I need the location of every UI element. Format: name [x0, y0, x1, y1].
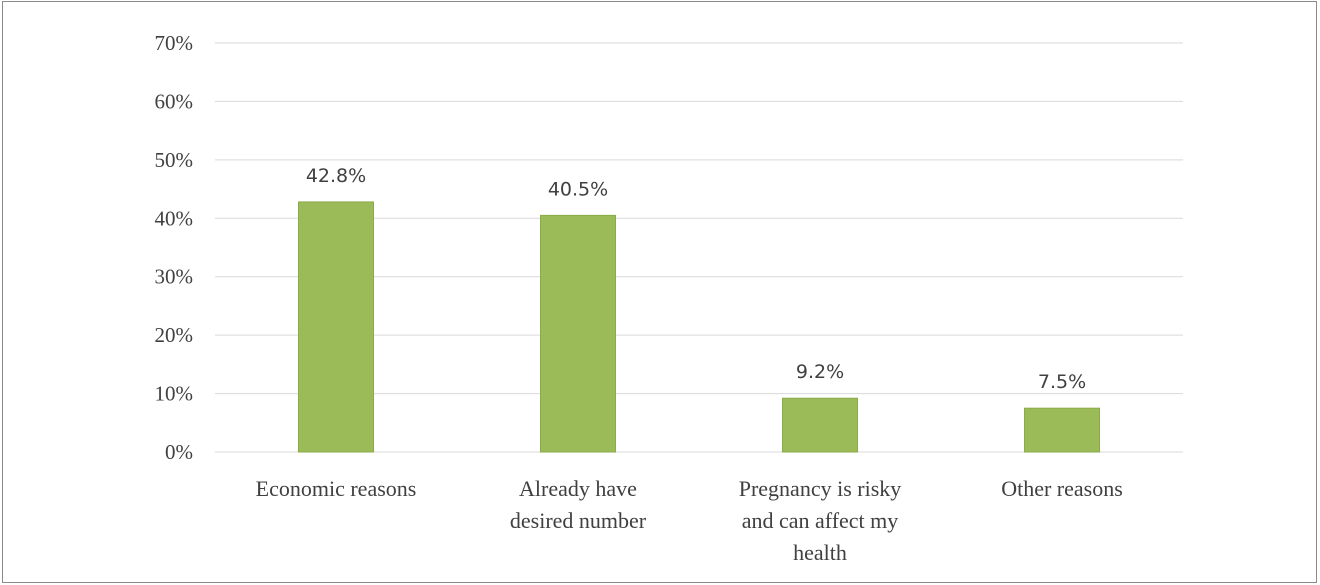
y-tick-label: 60% [155, 89, 194, 113]
bar [298, 201, 374, 453]
y-tick-label: 30% [155, 265, 194, 289]
x-category-label: Already have desired number [510, 476, 647, 533]
x-category-label: Pregnancy is risky and can affect my healt… [739, 476, 902, 565]
y-axis-tick-labels: 0% 10% 20% 30% 40% 50% 60% 70% [155, 31, 194, 464]
data-label: 7.5% [1038, 371, 1086, 393]
y-tick-label: 0% [165, 440, 193, 464]
data-label: 9.2% [796, 361, 844, 383]
bar [782, 397, 858, 453]
y-tick-label: 20% [155, 323, 194, 347]
data-labels: 42.8% 40.5% 9.2% 7.5% [306, 165, 1086, 393]
bar [540, 214, 616, 453]
bar [1024, 407, 1100, 453]
y-tick-label: 70% [155, 31, 194, 55]
y-tick-label: 50% [155, 148, 194, 172]
x-axis-category-labels: Economic reasons Already have desired numb… [256, 476, 1123, 565]
x-category-label: Other reasons [1001, 476, 1123, 501]
x-category-label: Economic reasons [256, 476, 417, 501]
gridlines [215, 42, 1183, 453]
data-label: 40.5% [548, 178, 608, 200]
y-tick-label: 10% [155, 382, 194, 406]
bars [298, 201, 1100, 453]
y-tick-label: 40% [155, 206, 194, 230]
data-label: 42.8% [306, 165, 366, 187]
